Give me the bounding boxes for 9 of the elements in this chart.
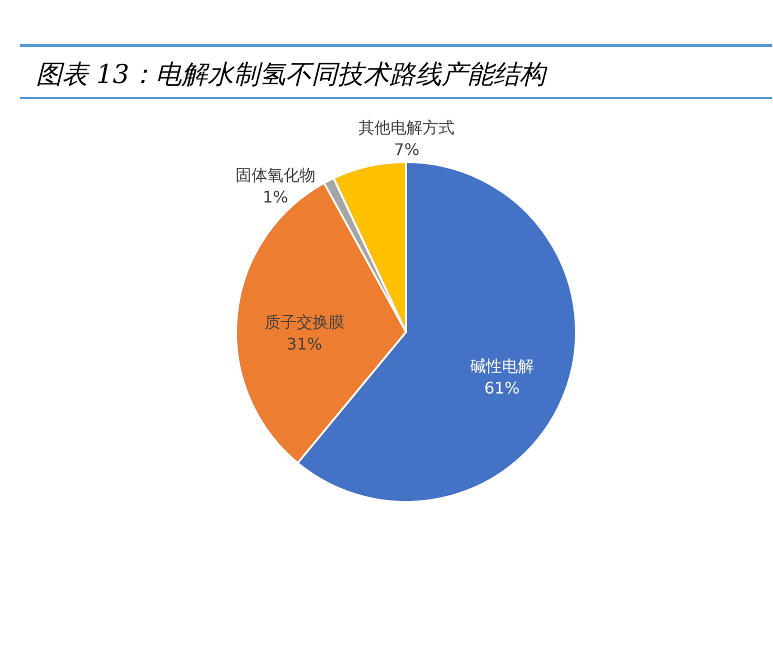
- slice-label: 质子交换膜: [264, 312, 344, 332]
- slice-label: 其他电解方式: [358, 118, 455, 137]
- chart-title: 图表 13：电解水制氢不同技术路线产能结构: [36, 59, 546, 92]
- slice-label: 固体氧化物: [235, 165, 316, 184]
- data-label: 61%: [484, 378, 520, 398]
- data-label: 31%: [286, 334, 322, 354]
- slice-label: 碱性电解: [470, 356, 534, 376]
- data-label: 7%: [394, 140, 420, 159]
- data-label: 1%: [262, 187, 288, 206]
